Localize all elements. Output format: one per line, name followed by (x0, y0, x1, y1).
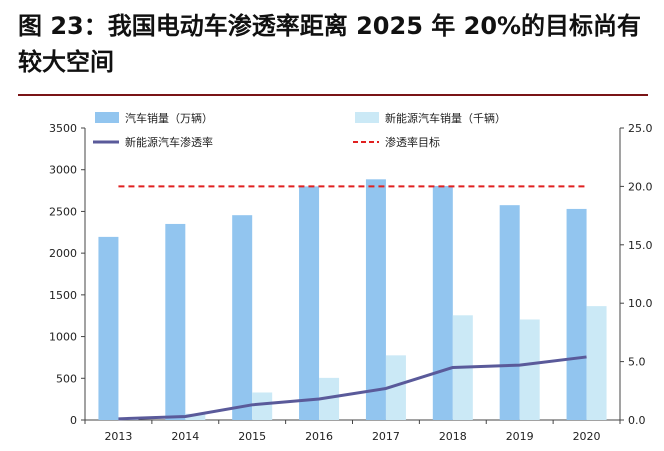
lines (118, 185, 587, 421)
legend-nev-sales-swatch (355, 112, 379, 123)
bar-auto-sales (566, 208, 587, 420)
x-tick-label: 2013 (104, 430, 132, 443)
y-right-tick-label: 10.0 (628, 297, 653, 310)
y-right-tick-label: 25.0 (628, 122, 653, 135)
y-left-tick-label: 1500 (49, 289, 77, 302)
y-right-tick-label: 20.0 (628, 180, 653, 193)
y-left-tick-label: 0 (70, 414, 77, 427)
bar-auto-sales (165, 223, 186, 420)
x-tick-label: 2019 (506, 430, 534, 443)
x-tick-label: 2015 (238, 430, 266, 443)
bar-auto-sales (432, 185, 453, 420)
bar-nev-sales (252, 392, 273, 420)
bar-auto-sales (98, 236, 119, 420)
x-tick-label: 2017 (372, 430, 400, 443)
bar-nev-sales (519, 319, 540, 420)
y-left-tick-label: 2000 (49, 247, 77, 260)
y-left-tick-label: 3000 (49, 164, 77, 177)
x-tick-label: 2016 (305, 430, 333, 443)
x-tick-label: 2014 (171, 430, 199, 443)
line-penetration-rate (118, 355, 587, 421)
y-right-tick-label: 15.0 (628, 239, 653, 252)
bar-nev-sales (319, 377, 340, 420)
x-tick-label: 2020 (573, 430, 601, 443)
bar-nev-sales (185, 413, 206, 420)
legend: 汽车销量（万辆） 新能源汽车销量（千辆） 新能源汽车渗透率 渗透率目标 (93, 111, 506, 149)
legend-auto-sales-label: 汽车销量（万辆） (125, 111, 213, 125)
bar-nev-sales (586, 306, 607, 420)
bar-nev-sales (385, 355, 406, 420)
axes: 0 500 1000 1500 2000 2500 3000 3500 0.0 5.0 10.0 15… (49, 122, 653, 443)
bar-auto-sales (365, 179, 386, 420)
y-left-tick-label: 2500 (49, 205, 77, 218)
bar-auto-sales (499, 205, 520, 420)
x-tick-label: 2018 (439, 430, 467, 443)
legend-nev-sales-label: 新能源汽车销量（千辆） (385, 111, 506, 125)
bars (98, 179, 607, 420)
y-right-tick-label: 0.0 (628, 414, 646, 427)
y-left-tick-label: 1000 (49, 331, 77, 344)
y-right-tick-label: 5.0 (628, 356, 646, 369)
chart-title: 图 23：我国电动车渗透率距离 2025 年 20%的目标尚有较大空间 (18, 12, 642, 76)
y-left-tick-label: 3500 (49, 122, 77, 135)
bar-auto-sales (299, 186, 320, 420)
bar-auto-sales (232, 215, 253, 420)
y-left-tick-label: 500 (56, 372, 77, 385)
title-rule (18, 94, 648, 96)
legend-target-label: 渗透率目标 (385, 135, 440, 149)
legend-penetration-label: 新能源汽车渗透率 (125, 135, 213, 149)
legend-auto-sales-swatch (95, 112, 119, 123)
